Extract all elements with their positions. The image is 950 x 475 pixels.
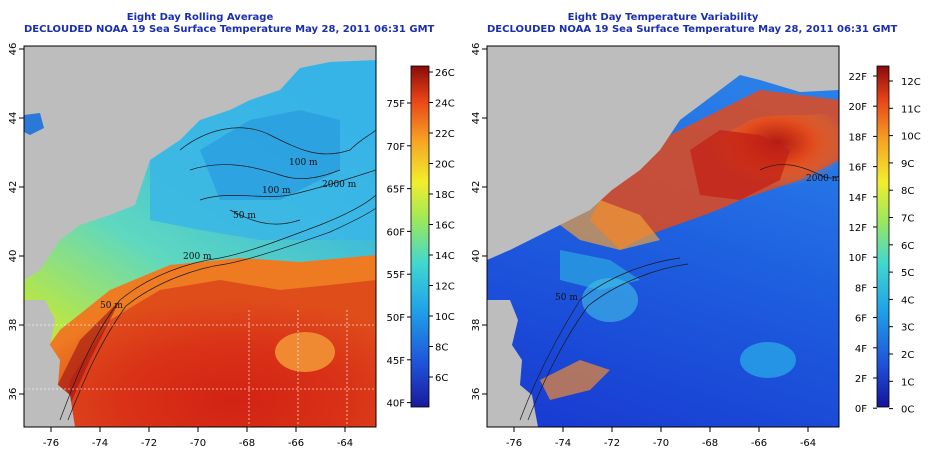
land-mass [24, 46, 376, 280]
left-colorbar-c-label: 6C [435, 373, 448, 384]
contour-label: 100 m [262, 186, 291, 196]
right-colorbar-f-label: 18F [849, 132, 868, 143]
variability-eddy [582, 278, 638, 322]
right-colorbar-f-label: 16F [849, 163, 868, 174]
left-lat-label: 40 [8, 250, 19, 263]
left-lat-label: 46 [8, 43, 19, 56]
right-colorbar-c-label: 2C [901, 350, 914, 361]
contour-label: 50 m [555, 293, 578, 303]
contour-label: 2000 m [322, 180, 357, 190]
right-title-line1: Eight Day Temperature Variability [567, 12, 759, 23]
axes-layer: -76 -74 -72 -70 -68 -66 -64 36 38 40 42 44 46 -76 -74 -… [8, 43, 921, 449]
right-map-frame [486, 45, 840, 428]
left-lon-label: -68 [239, 438, 255, 449]
right-colorbar-c-label: 9C [901, 159, 914, 170]
right-lon-label: -74 [555, 438, 571, 449]
right-colorbar-c-label: 6C [901, 241, 914, 252]
left-title-line2: DECLOUDED NOAA 19 Sea Surface Temperatur… [24, 24, 435, 35]
left-lon-label: -76 [43, 438, 59, 449]
left-colorbar-c-label: 10C [435, 312, 455, 323]
right-colorbar-c-label: 4C [901, 295, 914, 306]
left-colorbar-c-label: 18C [435, 190, 455, 201]
right-colorbar-c-label: 12C [901, 77, 921, 88]
left-lon-label: -70 [190, 438, 206, 449]
right-lon-label: -66 [751, 438, 767, 449]
right-lat-label: 42 [471, 181, 482, 194]
right-colorbar-c-label: 1C [901, 377, 914, 388]
right-map-area: 2000 m 50 m [487, 46, 841, 427]
right-colorbar-f-label: 0F [855, 404, 867, 415]
right-colorbar-f-label: 12F [849, 223, 868, 234]
right-colorbar-f-label: 14F [849, 193, 868, 204]
right-lat-label: 44 [471, 112, 482, 125]
left-lat-label: 38 [8, 319, 19, 332]
right-colorbar-c-label: 0C [901, 405, 914, 416]
right-lat-label: 40 [471, 250, 482, 263]
left-colorbar-f-label: 55F [387, 270, 406, 281]
right-lat-label: 38 [471, 319, 482, 332]
left-colorbar-c-label: 8C [435, 343, 448, 354]
right-lon-label: -72 [604, 438, 620, 449]
right-colorbar-c-label: 11C [901, 104, 921, 115]
left-colorbar-f-label: 75F [387, 99, 406, 110]
warm-eddy [275, 332, 335, 372]
right-colorbar-c-label: 7C [901, 214, 914, 225]
contour-label: 50 m [100, 301, 123, 311]
right-contours [519, 164, 839, 421]
left-colorbar-c-label: 20C [435, 160, 455, 171]
left-lat-label: 44 [8, 112, 19, 125]
right-colorbar-c-label: 8C [901, 186, 914, 197]
right-colorbar-f-label: 8F [855, 283, 867, 294]
right-colorbar-c-label: 3C [901, 323, 914, 334]
left-lon-label: -72 [141, 438, 157, 449]
left-colorbar-c-label: 14C [435, 251, 455, 262]
right-colorbar [876, 65, 890, 408]
left-colorbar-f-label: 40F [387, 399, 406, 410]
left-colorbar-f-label: 45F [387, 356, 406, 367]
left-colorbar-c-label: 16C [435, 221, 455, 232]
left-lat-label: 36 [8, 388, 19, 401]
right-lon-label: -76 [506, 438, 522, 449]
right-lat-label: 36 [471, 388, 482, 401]
right-title-line2: DECLOUDED NOAA 19 Sea Surface Temperatur… [487, 24, 898, 35]
right-colorbar-f-label: 10F [849, 253, 868, 264]
left-colorbar-c-label: 22C [435, 129, 455, 140]
right-colorbar-f-label: 6F [855, 314, 867, 325]
left-lat-label: 42 [8, 181, 19, 194]
left-title-line1: Eight Day Rolling Average [126, 12, 274, 23]
right-colorbar-c-label: 5C [901, 268, 914, 279]
graticule [24, 310, 376, 427]
right-colorbar-c-label: 10C [901, 132, 921, 143]
left-colorbar-f-label: 65F [387, 185, 406, 196]
left-lon-label: -66 [288, 438, 304, 449]
right-lon-label: -70 [653, 438, 669, 449]
right-lat-label: 46 [471, 43, 482, 56]
left-lon-label: -64 [337, 438, 353, 449]
right-colorbar-f-label: 20F [849, 102, 868, 113]
left-map-area: 100 m 2000 m 100 m 50 m 200 m 50 m [24, 46, 376, 427]
contour-label: 2000 m [806, 174, 841, 184]
contour-label: 100 m [289, 158, 318, 168]
contour-label: 50 m [233, 211, 256, 221]
left-colorbar-f-label: 70F [387, 142, 406, 153]
left-colorbar [410, 65, 430, 408]
left-colorbar-c-label: 24C [435, 99, 455, 110]
left-map-frame [23, 45, 377, 428]
right-colorbar-f-label: 22F [849, 72, 868, 83]
right-lon-label: -64 [800, 438, 816, 449]
right-colorbar-f-label: 2F [855, 374, 867, 385]
bathymetry-contours [59, 127, 376, 421]
left-colorbar-c-label: 12C [435, 282, 455, 293]
contour-label: 200 m [183, 252, 212, 262]
right-colorbar-f-label: 4F [855, 344, 867, 355]
left-colorbar-f-label: 60F [387, 227, 406, 238]
left-lon-label: -74 [92, 438, 108, 449]
right-lon-label: -68 [702, 438, 718, 449]
left-colorbar-f-label: 50F [387, 313, 406, 324]
left-colorbar-c-label: 26C [435, 68, 455, 79]
